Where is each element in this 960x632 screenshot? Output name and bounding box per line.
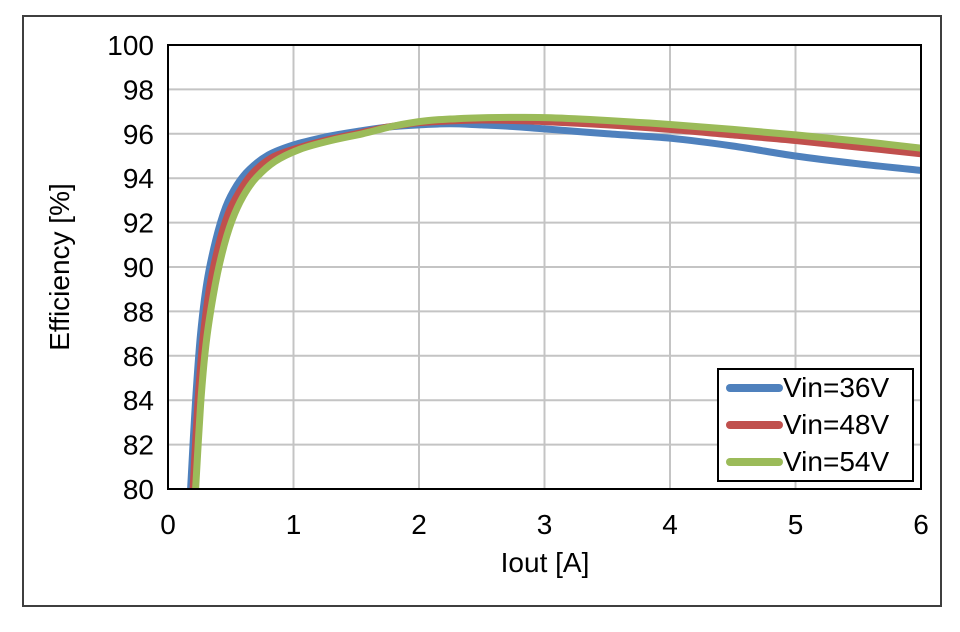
y-tick-label: 86 [123,341,154,372]
legend-label-vin48: Vin=48V [783,409,890,440]
x-axis-tick-labels: 0 1 2 3 4 5 6 [160,509,929,540]
legend-item-vin36: Vin=36V [726,370,912,407]
x-tick-label: 4 [662,509,678,540]
series-lines [187,113,921,490]
figure-border [22,15,942,607]
y-tick-label: 94 [123,163,154,194]
legend-line-swatch-vin54 [726,457,783,466]
legend: Vin=36V Vin=48V Vin=54V [717,368,914,482]
y-tick-label: 82 [123,430,154,461]
x-tick-label: 2 [411,509,427,540]
y-axis-tick-labels: 80 82 84 86 88 90 92 94 96 98 100 [107,30,154,505]
legend-label-vin54: Vin=54V [783,445,890,477]
series-line-vin-54v [192,113,921,490]
legend-item-vin48: Vin=48V [726,407,912,444]
plot-area-border [167,44,922,490]
x-tick-label: 1 [286,509,302,540]
legend-line-swatch-vin36 [726,384,783,393]
x-tick-label: 5 [788,509,804,540]
x-tick-label: 6 [913,509,929,540]
y-tick-label: 88 [123,296,154,327]
y-tick-label: 98 [123,74,154,105]
legend-line-swatch-vin48 [726,421,783,429]
y-tick-label: 90 [123,252,154,283]
x-tick-label: 0 [160,509,176,540]
y-tick-label: 96 [123,119,154,150]
legend-label-vin36: Vin=36V [783,372,890,404]
x-axis-title: Iout [A] [501,547,590,578]
x-tick-label: 3 [537,509,553,540]
y-tick-label: 80 [123,474,154,505]
y-tick-label: 92 [123,208,154,239]
y-tick-label: 100 [107,30,154,61]
legend-item-vin54: Vin=54V [726,443,912,480]
y-axis-title: Efficiency [%] [44,183,75,351]
y-tick-label: 84 [123,385,154,416]
